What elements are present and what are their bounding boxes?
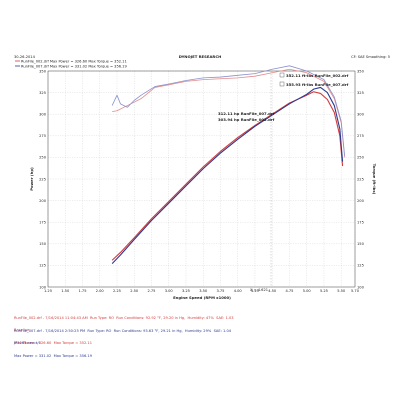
footer-blue-line2: JP5063 new t/l xyxy=(14,341,40,346)
x-tick-label: 5.50 xyxy=(337,289,346,293)
series-line-power-1 xyxy=(111,86,344,265)
x-tick-label: 4.00 xyxy=(234,289,243,293)
legend-entry-blue: RunFile_007.drf Max Power = 331.02 Max T… xyxy=(21,64,127,68)
x-tick-label: 5.25 xyxy=(320,289,328,293)
y-tick-label-right: 200 xyxy=(357,199,365,203)
x-tick-label: 4.25 xyxy=(251,289,259,293)
series-line-torque-2 xyxy=(112,68,346,158)
x-tick-label: 1.25 xyxy=(44,289,52,293)
x-tick-label: 1.50 xyxy=(61,289,70,293)
y-tick-label-right: 175 xyxy=(357,221,364,225)
footer-run-red: RunFile_002.drf - 7/16/2014 11:04:43 AM … xyxy=(14,307,394,350)
y-tick-label-left: 200 xyxy=(39,199,47,203)
x-tick-label: 4.50 xyxy=(268,289,277,293)
y-axis-label-left: Power (hp) xyxy=(29,167,34,191)
x-tick-label: 3.00 xyxy=(165,289,174,293)
x-tick-label: 5.00 xyxy=(303,289,312,293)
y-tick-label-right: 100 xyxy=(357,285,365,289)
header-left: 30-26-2014 xyxy=(14,55,36,59)
y-tick-label-left: 100 xyxy=(39,285,47,289)
footer-red-line1: RunFile_002.drf - 7/16/2014 11:04:43 AM … xyxy=(14,315,234,320)
y-tick-label-right: 275 xyxy=(357,134,364,138)
y-tick-label-right: 150 xyxy=(357,242,365,246)
y-tick-label-left: 225 xyxy=(39,177,46,181)
grid xyxy=(47,70,356,288)
y-axis-label-right: Torque (ft-lbs) xyxy=(372,164,377,195)
y-tick-label-right: 325 xyxy=(357,91,364,95)
x-tick-label: 1.75 xyxy=(78,289,86,293)
y-tick-label-right: 125 xyxy=(357,264,364,268)
y-tick-label-right: 250 xyxy=(357,156,365,160)
x-tick-label: 4.75 xyxy=(285,289,293,293)
footer-run-blue: RunFile_007.drf - 7/16/2014 2:50:25 PM R… xyxy=(14,320,394,363)
y-tick-label-left: 300 xyxy=(39,113,47,117)
x-tick-label: 3.75 xyxy=(216,289,224,293)
callout-hp-red: 312.11 hp RunFile_007.drf xyxy=(218,111,275,116)
axis-ticks: 1.25 1.50 1.75 2.00 2.25 2.50 2.75 3.00 3.25 3.50… xyxy=(39,69,364,293)
x-tick-label: 3.50 xyxy=(199,289,208,293)
footer-blue-line3: Max Power = 331.02 Max Torque = 356.19 xyxy=(14,354,93,359)
y-tick-label-left: 150 xyxy=(39,242,47,246)
x-tick-label: 2.75 xyxy=(147,289,155,293)
x-tick-label: 2.25 xyxy=(113,289,121,293)
legend-entry-red: RunFile_002.drf Max Power = 326.60 Max T… xyxy=(21,59,127,63)
callout-hp-blue: 303.94 hp RunFile_002.drf xyxy=(218,117,275,122)
header-center: DYNOJET RESEARCH xyxy=(179,54,222,59)
y-tick-label-right: 300 xyxy=(357,113,365,117)
callout-marker-tq-blue xyxy=(279,81,285,87)
y-tick-label-left: 250 xyxy=(39,156,47,160)
header-right: CF: SAE Smoothing: 5 xyxy=(351,55,390,59)
data-series xyxy=(111,65,346,265)
y-tick-label-left: 175 xyxy=(39,221,46,225)
y-tick-label-left: 275 xyxy=(39,134,46,138)
footer-red-line3: Max Power = 326.60 Max Torque = 352.11 xyxy=(14,341,93,346)
y-tick-label-left: 350 xyxy=(39,69,47,73)
x-axis-label: Engine Speed (RPM x1000) xyxy=(173,295,231,300)
footer-blue-line1: RunFile_007.drf - 7/16/2014 2:50:25 PM R… xyxy=(14,328,232,333)
x-tick-label: 2.00 xyxy=(96,289,105,293)
series-line-torque-3 xyxy=(111,65,346,156)
callout-tq-red: 352.11 ft-lbs RunFile_002.drf xyxy=(286,73,349,78)
x-tick-label: 2.50 xyxy=(130,289,139,293)
callout-marker-tq-red xyxy=(279,72,285,78)
series-line-power-0 xyxy=(111,91,344,261)
y-tick-label-left: 125 xyxy=(39,264,46,268)
y-tick-label-right: 225 xyxy=(357,177,364,181)
footer-red-line2: Baseline xyxy=(14,328,30,333)
y-tick-label-right: 350 xyxy=(357,69,365,73)
y-tick-label-left: 325 xyxy=(39,91,46,95)
x-marker-label: X = 4.621 xyxy=(250,288,268,292)
x-tick-label: 3.25 xyxy=(182,289,190,293)
x-tick-label: 5.70 xyxy=(351,289,360,293)
callout-tq-blue: 355.93 ft-lbs RunFile_007.drf xyxy=(286,82,349,87)
chart-legend: RunFile_002.drf Max Power = 326.60 Max T… xyxy=(15,59,127,68)
plot-frame xyxy=(47,70,356,288)
